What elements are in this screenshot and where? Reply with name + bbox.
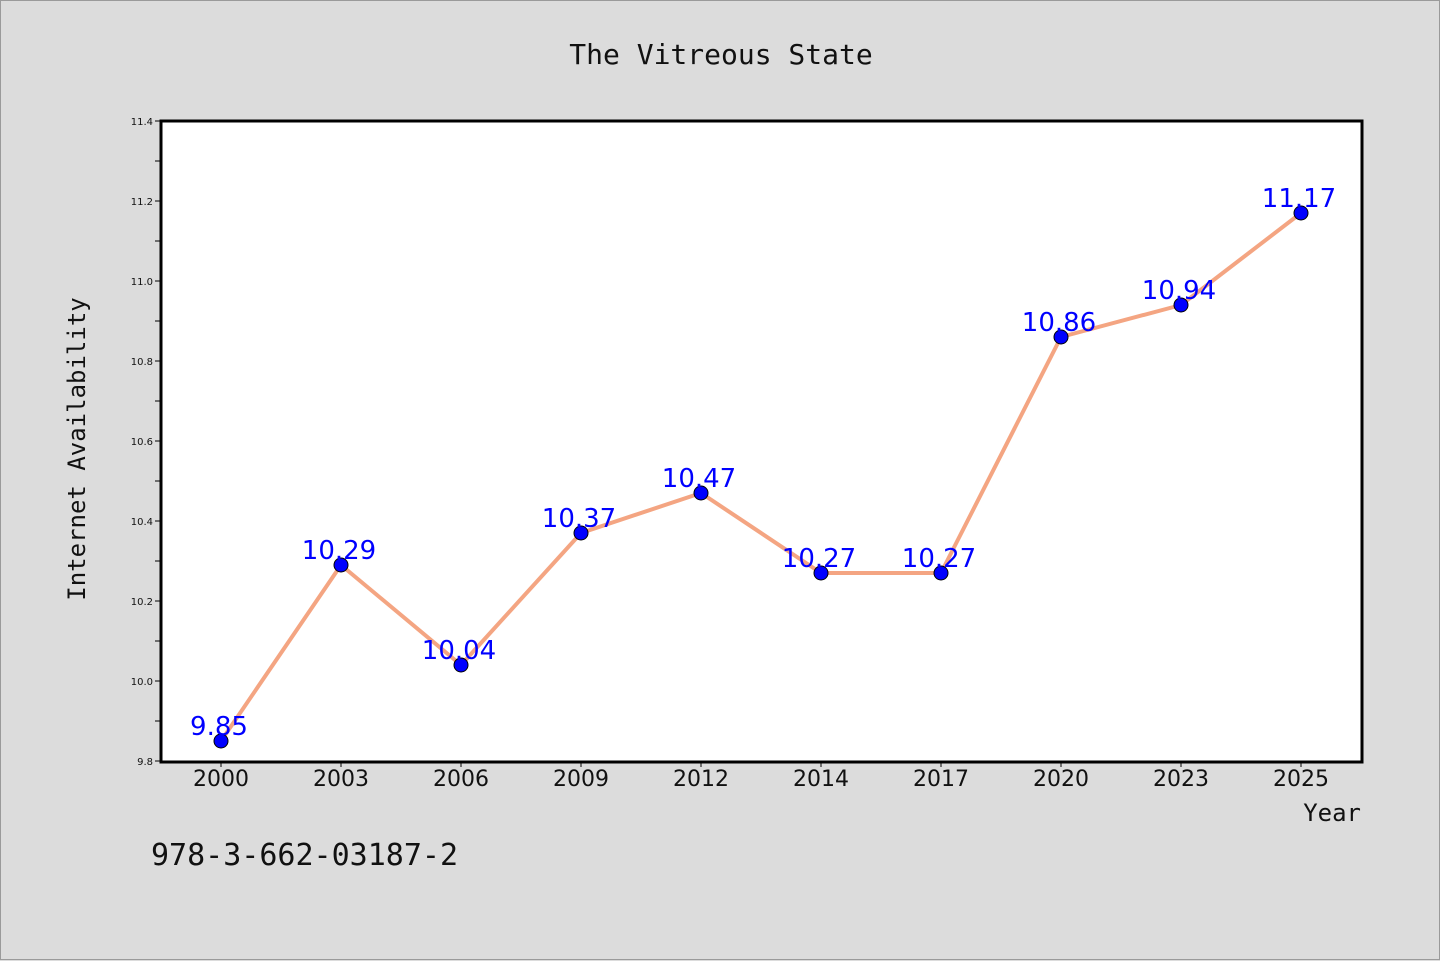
- x-tick-label: 2003: [313, 767, 369, 792]
- data-point: [453, 657, 469, 673]
- x-axis-label: Year: [1303, 799, 1361, 827]
- series-layer: [213, 205, 1309, 749]
- y-tick-label: 9.8: [137, 757, 153, 768]
- data-label: 10.37: [542, 504, 616, 534]
- data-point: [1053, 329, 1069, 345]
- chart-title: The Vitreous State: [569, 38, 872, 71]
- x-tick-label: 2012: [673, 767, 729, 792]
- data-point: [933, 565, 949, 581]
- y-tick-label: 11.4: [131, 117, 153, 128]
- data-label: 9.85: [190, 712, 248, 742]
- y-tick-label: 10.8: [131, 357, 153, 368]
- isbn-footnote: 978-3-662-03187-2: [151, 838, 458, 873]
- data-point: [813, 565, 829, 581]
- y-tick-label: 11.2: [131, 197, 153, 208]
- data-label: 11.17: [1262, 184, 1336, 214]
- data-point: [1173, 297, 1189, 313]
- data-point: [1293, 205, 1309, 221]
- x-tick-label: 2000: [193, 767, 249, 792]
- data-label: 10.27: [782, 544, 856, 574]
- x-tick-label: 2017: [913, 767, 969, 792]
- y-tick-label: 10.2: [131, 597, 153, 608]
- data-label-layer: 9.85 10.29 10.04 10.37 10.47 10.27 10.27 10.86 1…: [190, 184, 1336, 742]
- x-tick-label: 2014: [793, 767, 849, 792]
- data-point: [213, 733, 229, 749]
- data-label: 10.94: [1142, 276, 1216, 306]
- plot-area: [159, 119, 1364, 764]
- x-tick-label: 2009: [553, 767, 609, 792]
- x-axis: 2000 2003 2006 2009 2012 2014 2017 2020 2023 2025: [193, 761, 1329, 792]
- x-tick-label: 2023: [1153, 767, 1209, 792]
- y-tick-label: 10.4: [131, 517, 153, 528]
- data-point: [573, 525, 589, 541]
- data-label: 10.29: [302, 536, 376, 566]
- series-line: [219, 211, 1303, 743]
- y-tick-label: 10.6: [131, 437, 153, 448]
- x-tick-label: 2006: [433, 767, 489, 792]
- y-tick-label: 10.0: [131, 677, 153, 688]
- x-tick-label: 2020: [1033, 767, 1089, 792]
- data-label: 10.04: [422, 636, 496, 666]
- y-axis-label: Internet Availability: [63, 297, 91, 600]
- x-tick-label: 2025: [1273, 767, 1329, 792]
- y-tick-label: 11.0: [131, 277, 153, 288]
- data-label: 10.86: [1022, 308, 1096, 338]
- data-point: [333, 557, 349, 573]
- data-point: [693, 485, 709, 501]
- data-label: 10.27: [902, 544, 976, 574]
- y-axis: 9.8 10.0 10.2 10.4 10.6 10.8 11.0 11.2 11.4: [131, 117, 161, 768]
- data-label: 10.47: [662, 464, 736, 494]
